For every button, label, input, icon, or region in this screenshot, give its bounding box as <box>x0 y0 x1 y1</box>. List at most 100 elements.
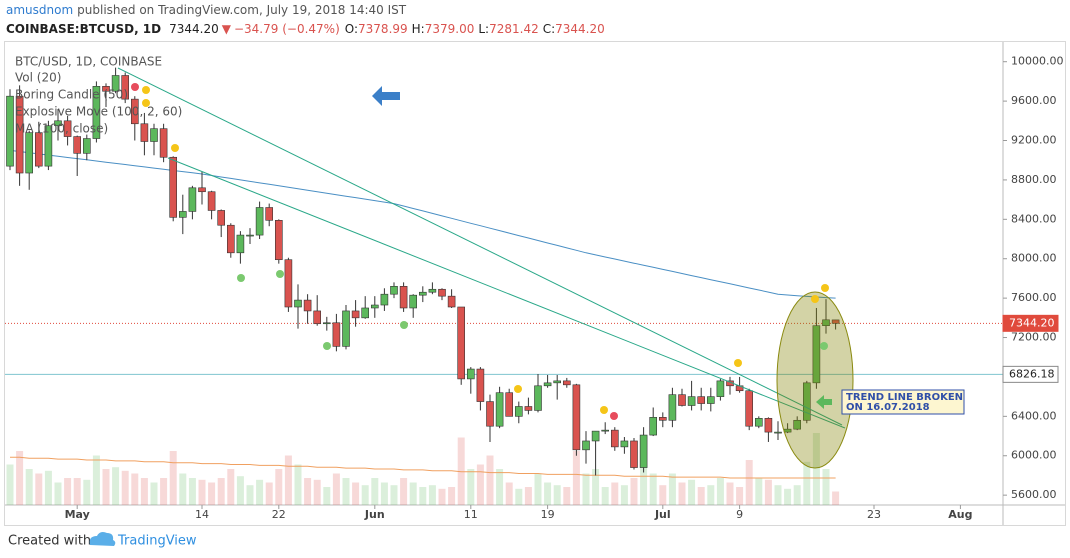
candle-body <box>630 440 638 468</box>
highlight-ellipse <box>776 291 854 469</box>
volume-bar <box>630 478 638 505</box>
candle-body <box>44 125 53 167</box>
candle-body <box>179 211 187 218</box>
volume-bar <box>592 469 600 505</box>
volume-ma <box>10 456 836 479</box>
volume-bar <box>812 433 820 505</box>
candle-body <box>284 259 293 308</box>
candle-body <box>83 138 91 154</box>
candle-body <box>409 294 418 309</box>
x-tick-label: Jul <box>654 508 671 521</box>
candle-body <box>495 392 504 427</box>
volume-bar <box>284 455 292 505</box>
volume-bar <box>832 491 840 505</box>
volume-bar <box>112 467 120 505</box>
candle-body <box>131 98 139 125</box>
volume-bar <box>601 487 609 505</box>
candle-body <box>303 299 312 312</box>
volume-bar <box>256 479 264 505</box>
y-tick-label: 9600.00 <box>1011 94 1057 107</box>
volume-bar <box>505 482 513 505</box>
candle-body <box>15 95 24 174</box>
candle-body <box>246 234 254 237</box>
legend-item: MA (100, close) <box>15 122 108 136</box>
volume-bar <box>236 476 244 505</box>
candle-body <box>591 430 600 442</box>
marker <box>276 270 284 278</box>
candle-body <box>457 306 466 380</box>
x-tick-label: 22 <box>272 508 286 521</box>
volume-bar <box>697 487 705 505</box>
candle-body <box>802 382 811 421</box>
volume-bar <box>371 478 379 505</box>
y-tick-label: 7600.00 <box>1011 291 1057 304</box>
candle-body <box>92 86 101 139</box>
volume-bar <box>361 485 369 505</box>
legend-item: Explosive Move (100, 2, 60) <box>15 105 182 119</box>
annotation-text: ON 16.07.2018 <box>846 402 930 413</box>
legend-item: Boring Candle (50) <box>15 88 128 102</box>
x-tick-label: 14 <box>195 508 209 521</box>
volume-bar <box>83 479 91 505</box>
candle-body <box>601 429 610 432</box>
ohlc-label: C: <box>543 22 555 36</box>
footer-brand[interactable]: TradingView <box>117 534 197 549</box>
candle-body <box>217 210 225 226</box>
volume-bar <box>352 482 360 505</box>
candle-body <box>255 207 264 236</box>
volume-bar <box>304 478 312 505</box>
candle-body <box>227 224 235 254</box>
y-tick-label: 8800.00 <box>1011 173 1057 186</box>
x-tick-label: 11 <box>464 508 478 521</box>
volume-bar <box>400 478 408 505</box>
volume-bar <box>64 478 72 505</box>
ohlc-value: 7378.99 <box>358 22 408 36</box>
legend-item: Vol (20) <box>15 71 61 85</box>
volume-bar <box>659 485 667 505</box>
candle-body <box>658 417 667 421</box>
author[interactable]: amusdnom <box>6 3 73 17</box>
change: −34.79 (−0.47%) <box>234 22 340 36</box>
last-price: 7344.20 <box>169 22 219 36</box>
volume-bar <box>44 470 52 505</box>
volume-bar <box>313 479 321 505</box>
candle-body <box>716 380 725 397</box>
price-label-box <box>1002 365 1059 383</box>
y-tick-label: 6000.00 <box>1011 449 1057 462</box>
volume-bar <box>486 455 494 505</box>
candle-body <box>505 392 514 417</box>
annotation-box <box>841 389 965 415</box>
candle-body <box>562 380 571 386</box>
candle-body <box>111 75 120 92</box>
marker <box>323 342 331 350</box>
volume-bar <box>92 455 100 505</box>
volume-bar <box>35 473 43 505</box>
marker <box>142 86 150 94</box>
candle-body <box>476 368 485 402</box>
candle-body <box>169 156 177 218</box>
candle-body <box>582 440 590 451</box>
volume-bar <box>428 485 436 505</box>
volume-bar <box>198 479 206 505</box>
candle-body <box>553 380 562 384</box>
volume-bar <box>438 488 446 505</box>
volume-bar <box>822 469 830 505</box>
candle-body <box>390 286 398 295</box>
marker <box>142 99 150 107</box>
candle-body <box>572 384 581 451</box>
candle-body <box>466 368 475 380</box>
candle-body <box>73 136 81 154</box>
marker <box>820 342 828 350</box>
down-arrow: ▼ <box>222 22 232 36</box>
x-tick-label: 19 <box>541 508 555 521</box>
volume-bar <box>534 473 542 505</box>
marker <box>600 406 608 414</box>
ohlc-label: H: <box>412 22 425 36</box>
header-line2: COINBASE:BTCUSD, 1D 7344.20 ▼ −34.79 (−0.47… <box>6 22 605 36</box>
candle-body <box>121 75 129 100</box>
candle-body <box>102 86 110 92</box>
volume-bar <box>217 478 225 505</box>
y-tick-label: 7200.00 <box>1011 331 1057 344</box>
candle-body <box>438 288 446 297</box>
